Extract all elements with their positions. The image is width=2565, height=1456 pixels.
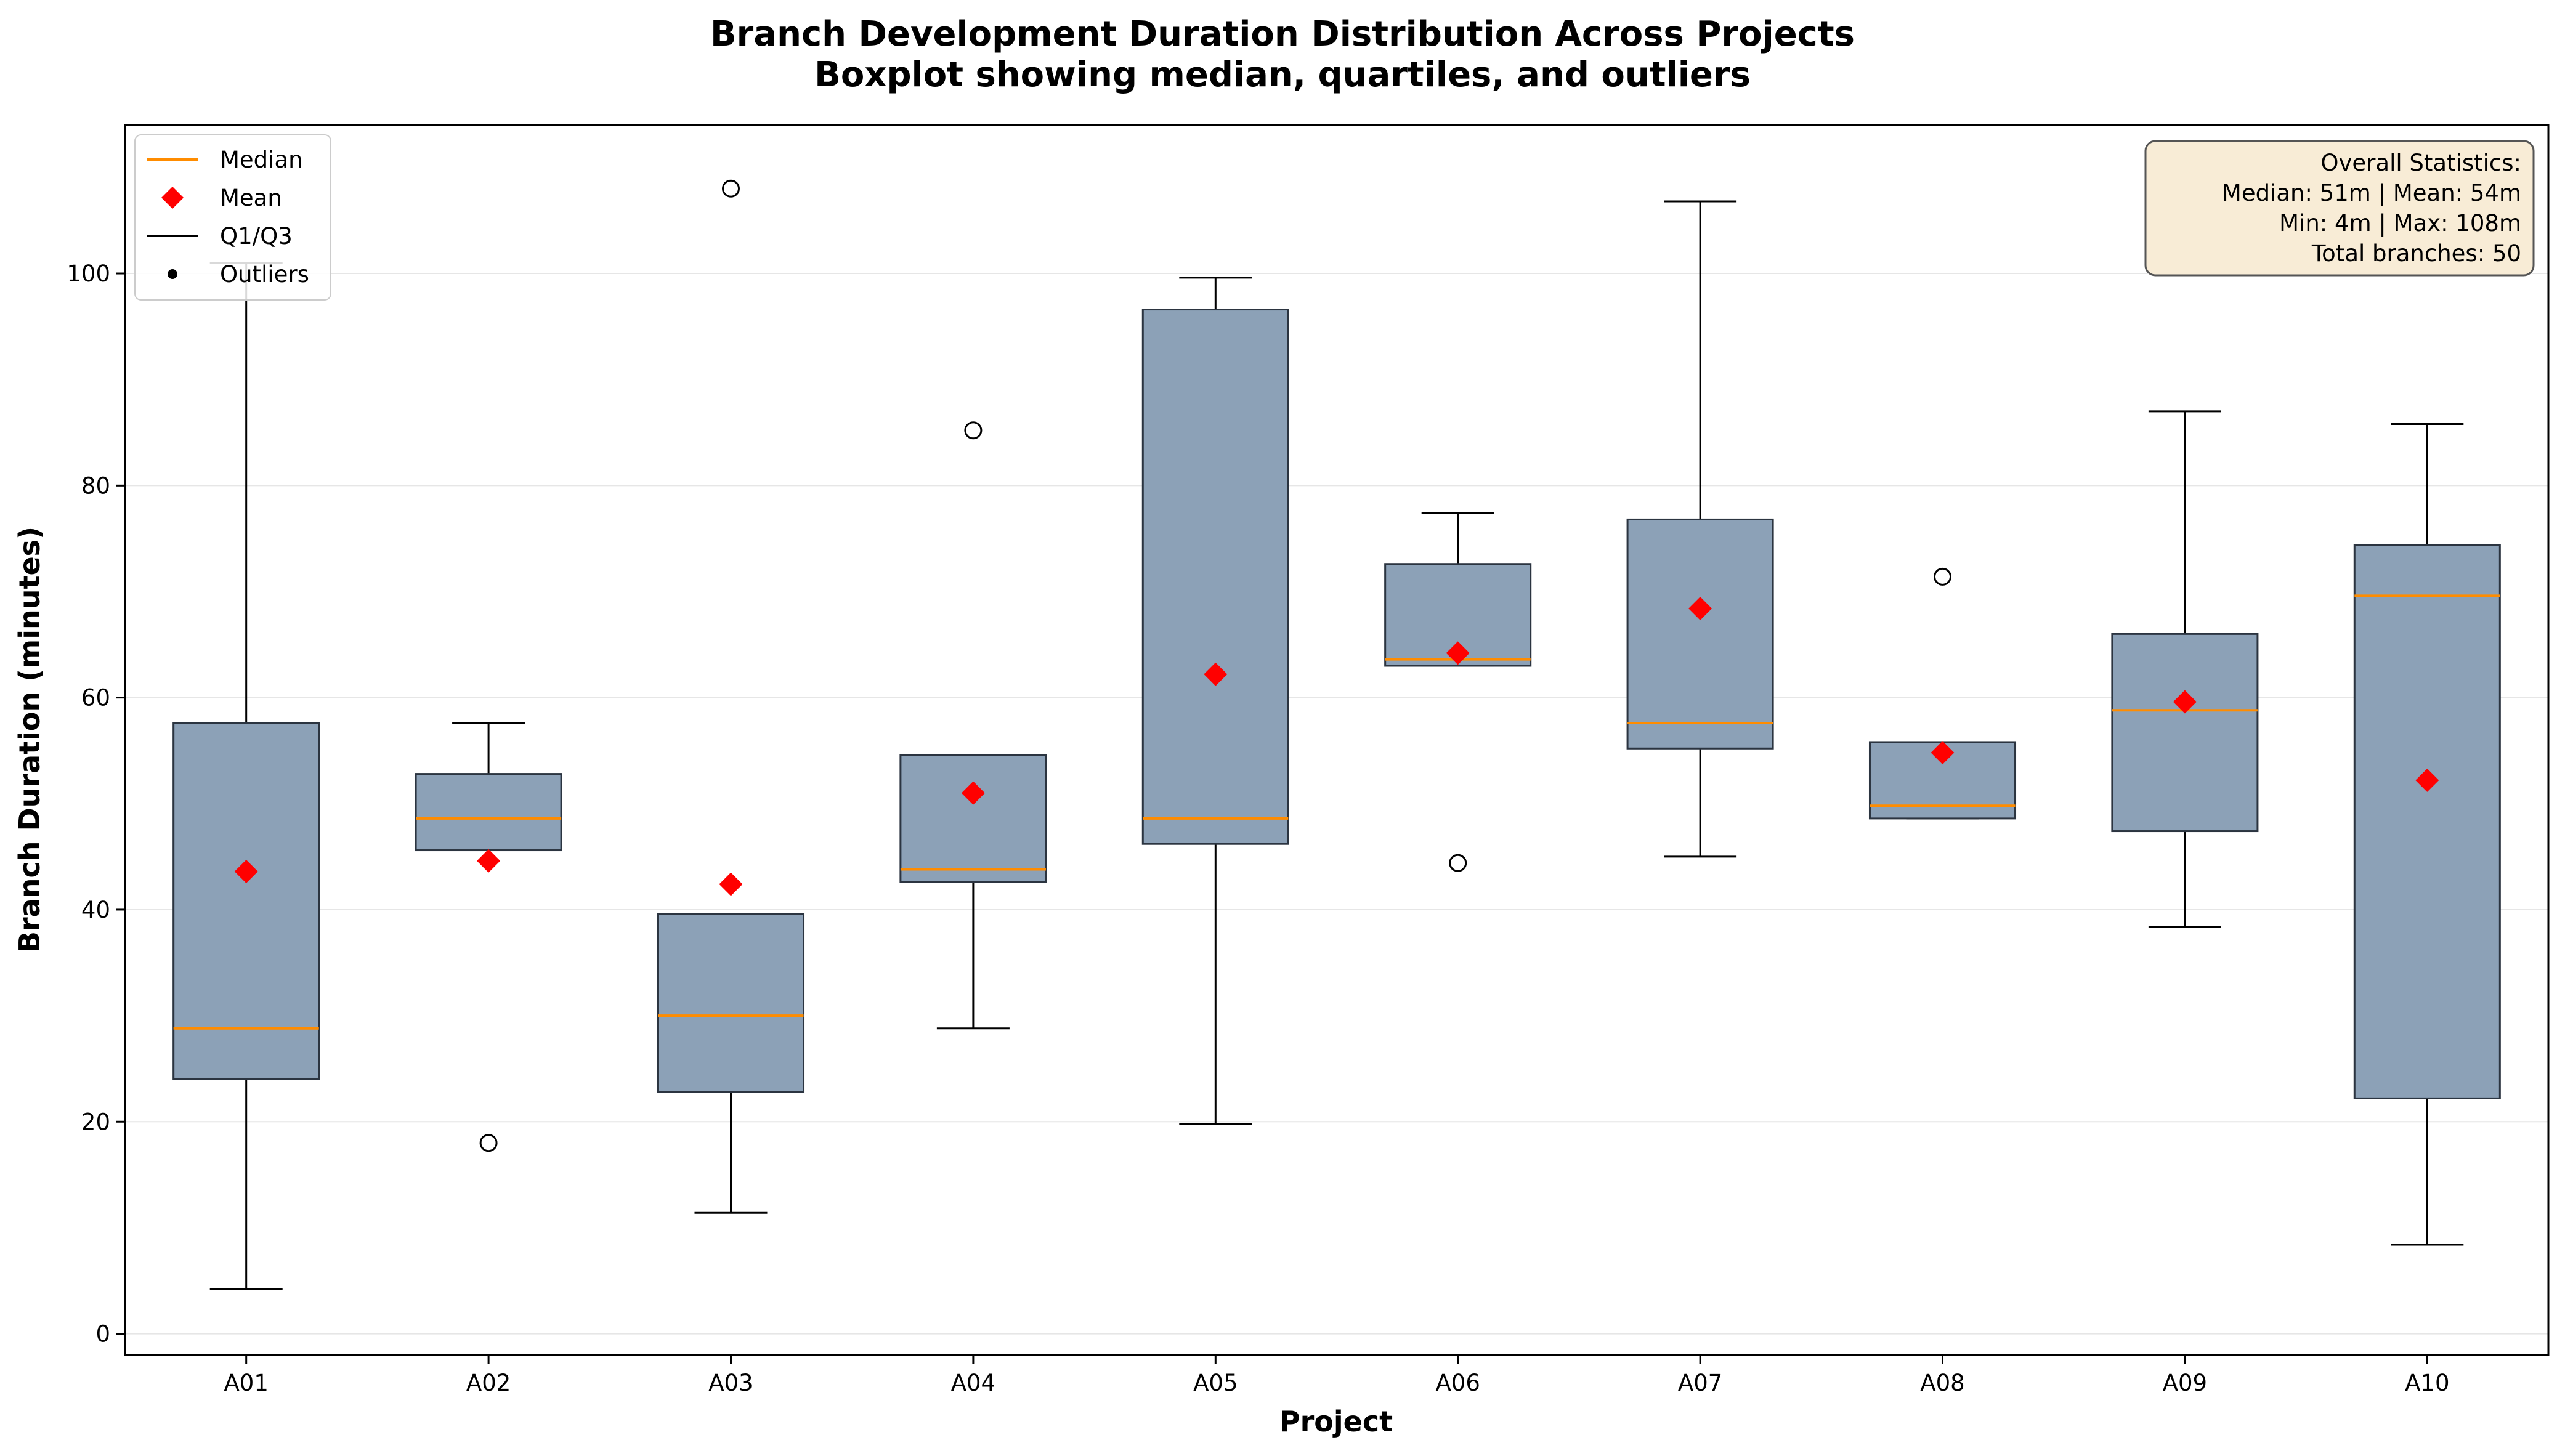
x-tick-label: A02: [466, 1370, 511, 1396]
chart-title: Branch Development Duration Distribution…: [710, 14, 1855, 54]
x-tick-label: A10: [2405, 1370, 2449, 1396]
x-tick-label: A01: [224, 1370, 268, 1396]
mean-marker: [961, 781, 985, 805]
box-iqr: [2353, 544, 2501, 1099]
y-tick-label: 20: [81, 1109, 110, 1135]
box-group-a06: [1384, 512, 1532, 872]
box-iqr: [657, 913, 805, 1093]
x-axis-label: Project: [1279, 1405, 1393, 1438]
legend-label-q1q3: Q1/Q3: [220, 223, 293, 249]
box-iqr: [415, 773, 562, 852]
stats-line: Median: 51m | Mean: 54m: [2222, 180, 2521, 206]
stats-frame: [2144, 140, 2535, 277]
box-iqr: [2111, 633, 2259, 833]
outlier-point: [479, 1134, 498, 1152]
y-tick-label: 60: [81, 685, 110, 711]
box-group-a03: [657, 179, 805, 1214]
chart-subtitle: Boxplot showing median, quartiles, and o…: [814, 55, 1751, 95]
mean-marker: [2415, 768, 2439, 792]
x-tick-label: A09: [2163, 1370, 2207, 1396]
legend-outlier-swatch: [168, 269, 177, 279]
y-tick-label: 0: [95, 1321, 110, 1348]
y-axis-label: Branch Duration (minutes): [13, 527, 46, 953]
y-tick-label: 40: [81, 897, 110, 923]
legend-label-median: Median: [220, 147, 303, 173]
mean-marker: [234, 859, 258, 883]
x-tick-label: A03: [708, 1370, 753, 1396]
box-iqr: [899, 754, 1047, 883]
mean-marker: [1931, 741, 1955, 765]
x-axis: A01 A02 A03 A04 A05 A06 A07 A08 A09 A10: [224, 1355, 2450, 1396]
box-iqr: [1626, 518, 1774, 750]
x-tick-label: A04: [951, 1370, 995, 1396]
x-tick-label: A07: [1678, 1370, 1722, 1396]
outlier-point: [722, 179, 740, 198]
box-group-a04: [899, 421, 1047, 1030]
outlier-point: [964, 421, 983, 440]
box-group-a01: [172, 262, 320, 1290]
mean-marker: [477, 849, 501, 873]
box-group-a07: [1626, 200, 1774, 858]
box-group-a08: [1868, 567, 2017, 820]
stats-line: Overall Statistics:: [2320, 150, 2521, 176]
mean-marker: [719, 872, 743, 896]
outlier-point: [1449, 854, 1467, 872]
legend-label-mean: Mean: [220, 185, 282, 211]
box-group-a09: [2111, 410, 2259, 928]
legend-mean-swatch: [161, 187, 184, 209]
box-iqr: [172, 722, 320, 1080]
stats-box: Overall Statistics: Median: 51m | Mean: 5…: [2144, 140, 2535, 277]
box-group-a10: [2353, 423, 2501, 1246]
legend: Median Mean Q1/Q3 Outliers: [134, 134, 331, 301]
x-tick-label: A06: [1435, 1370, 1480, 1396]
legend-frame: [134, 134, 331, 301]
outlier-point: [1934, 567, 1951, 586]
mean-marker: [1446, 641, 1470, 665]
box-group-a02: [415, 722, 562, 1152]
mean-marker: [1204, 662, 1228, 686]
box-group-a05: [1141, 277, 1289, 1125]
box-iqr: [1141, 309, 1289, 845]
stats-line: Min: 4m | Max: 108m: [2279, 210, 2521, 237]
plot-frame: [124, 124, 2550, 1356]
legend-label-outliers: Outliers: [220, 261, 309, 288]
grid-lines: [125, 273, 2548, 1335]
mean-marker: [2173, 690, 2197, 714]
x-tick-label: A08: [1920, 1370, 1964, 1396]
y-axis: 0 20 40 60 80 100: [67, 261, 125, 1348]
x-tick-label: A05: [1193, 1370, 1238, 1396]
boxes-layer: [172, 179, 2501, 1290]
y-tick-label: 80: [81, 472, 110, 499]
stats-line: Total branches: 50: [2311, 240, 2521, 267]
mean-marker: [1688, 597, 1712, 621]
y-tick-label: 100: [67, 261, 110, 287]
